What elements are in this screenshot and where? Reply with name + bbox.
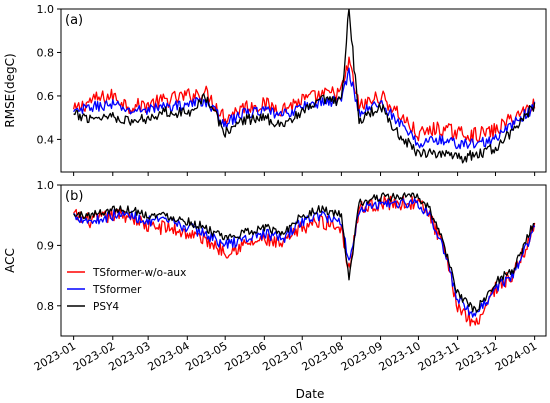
x-tick-label: 2023-07 <box>260 339 306 373</box>
x-tick-label: 2023-09 <box>339 339 385 373</box>
x-tick-label: 2023-08 <box>300 339 346 373</box>
series-line-a-tsformer-w-o-aux <box>72 56 536 143</box>
panel-a: 0.4 0.6 0.8 1.0 RMSE(degC) (a) <box>3 3 547 176</box>
panel-label-a: (a) <box>65 13 83 28</box>
y-tick-label-a: 1.0 <box>37 3 55 16</box>
y-axis-label-a: RMSE(degC) <box>3 53 17 127</box>
series-line-b-psy4 <box>73 192 535 313</box>
y-tick-label-b: 0.9 <box>37 239 55 252</box>
x-tick-label: 2023-01 <box>32 339 78 373</box>
x-tick-label: 2023-04 <box>145 339 191 373</box>
legend-entry: TSformer-w/o-aux <box>92 267 186 279</box>
y-tick-label-b: 1.0 <box>37 179 55 192</box>
x-tick-label: 2023-06 <box>223 339 269 373</box>
legend-entry: TSformer <box>92 284 142 296</box>
x-tick-labels: 2023-012023-022023-032023-042023-052023-… <box>32 339 539 373</box>
y-tick-label-a: 0.6 <box>37 90 55 103</box>
y-tick-label-a: 0.4 <box>37 133 55 146</box>
legend: TSformer-w/o-aux TSformer PSY4 <box>67 267 186 313</box>
x-tick-label: 2023-10 <box>377 339 423 373</box>
y-tick-label-a: 0.8 <box>37 46 55 59</box>
y-tick-label-b: 0.8 <box>37 300 55 313</box>
series-line-a-psy4 <box>73 9 536 164</box>
plot-frame-a <box>60 8 547 173</box>
x-tick-label: 2023-11 <box>416 339 462 373</box>
x-axis-label: Date <box>296 387 325 401</box>
x-tick-label: 2023-05 <box>183 339 229 373</box>
series-line-b-tsformer <box>73 197 536 318</box>
panel-label-b: (b) <box>65 189 83 204</box>
legend-entry: PSY4 <box>93 301 119 313</box>
series-line-a-tsformer <box>73 67 536 150</box>
x-tick-label: 2023-12 <box>454 339 500 373</box>
x-tick-label: 2024-01 <box>493 339 539 373</box>
plot-frame-b <box>60 184 547 337</box>
panel-b: 0.8 0.9 1.0 ACC (b) <box>3 179 547 340</box>
y-axis-label-b: ACC <box>3 248 17 273</box>
